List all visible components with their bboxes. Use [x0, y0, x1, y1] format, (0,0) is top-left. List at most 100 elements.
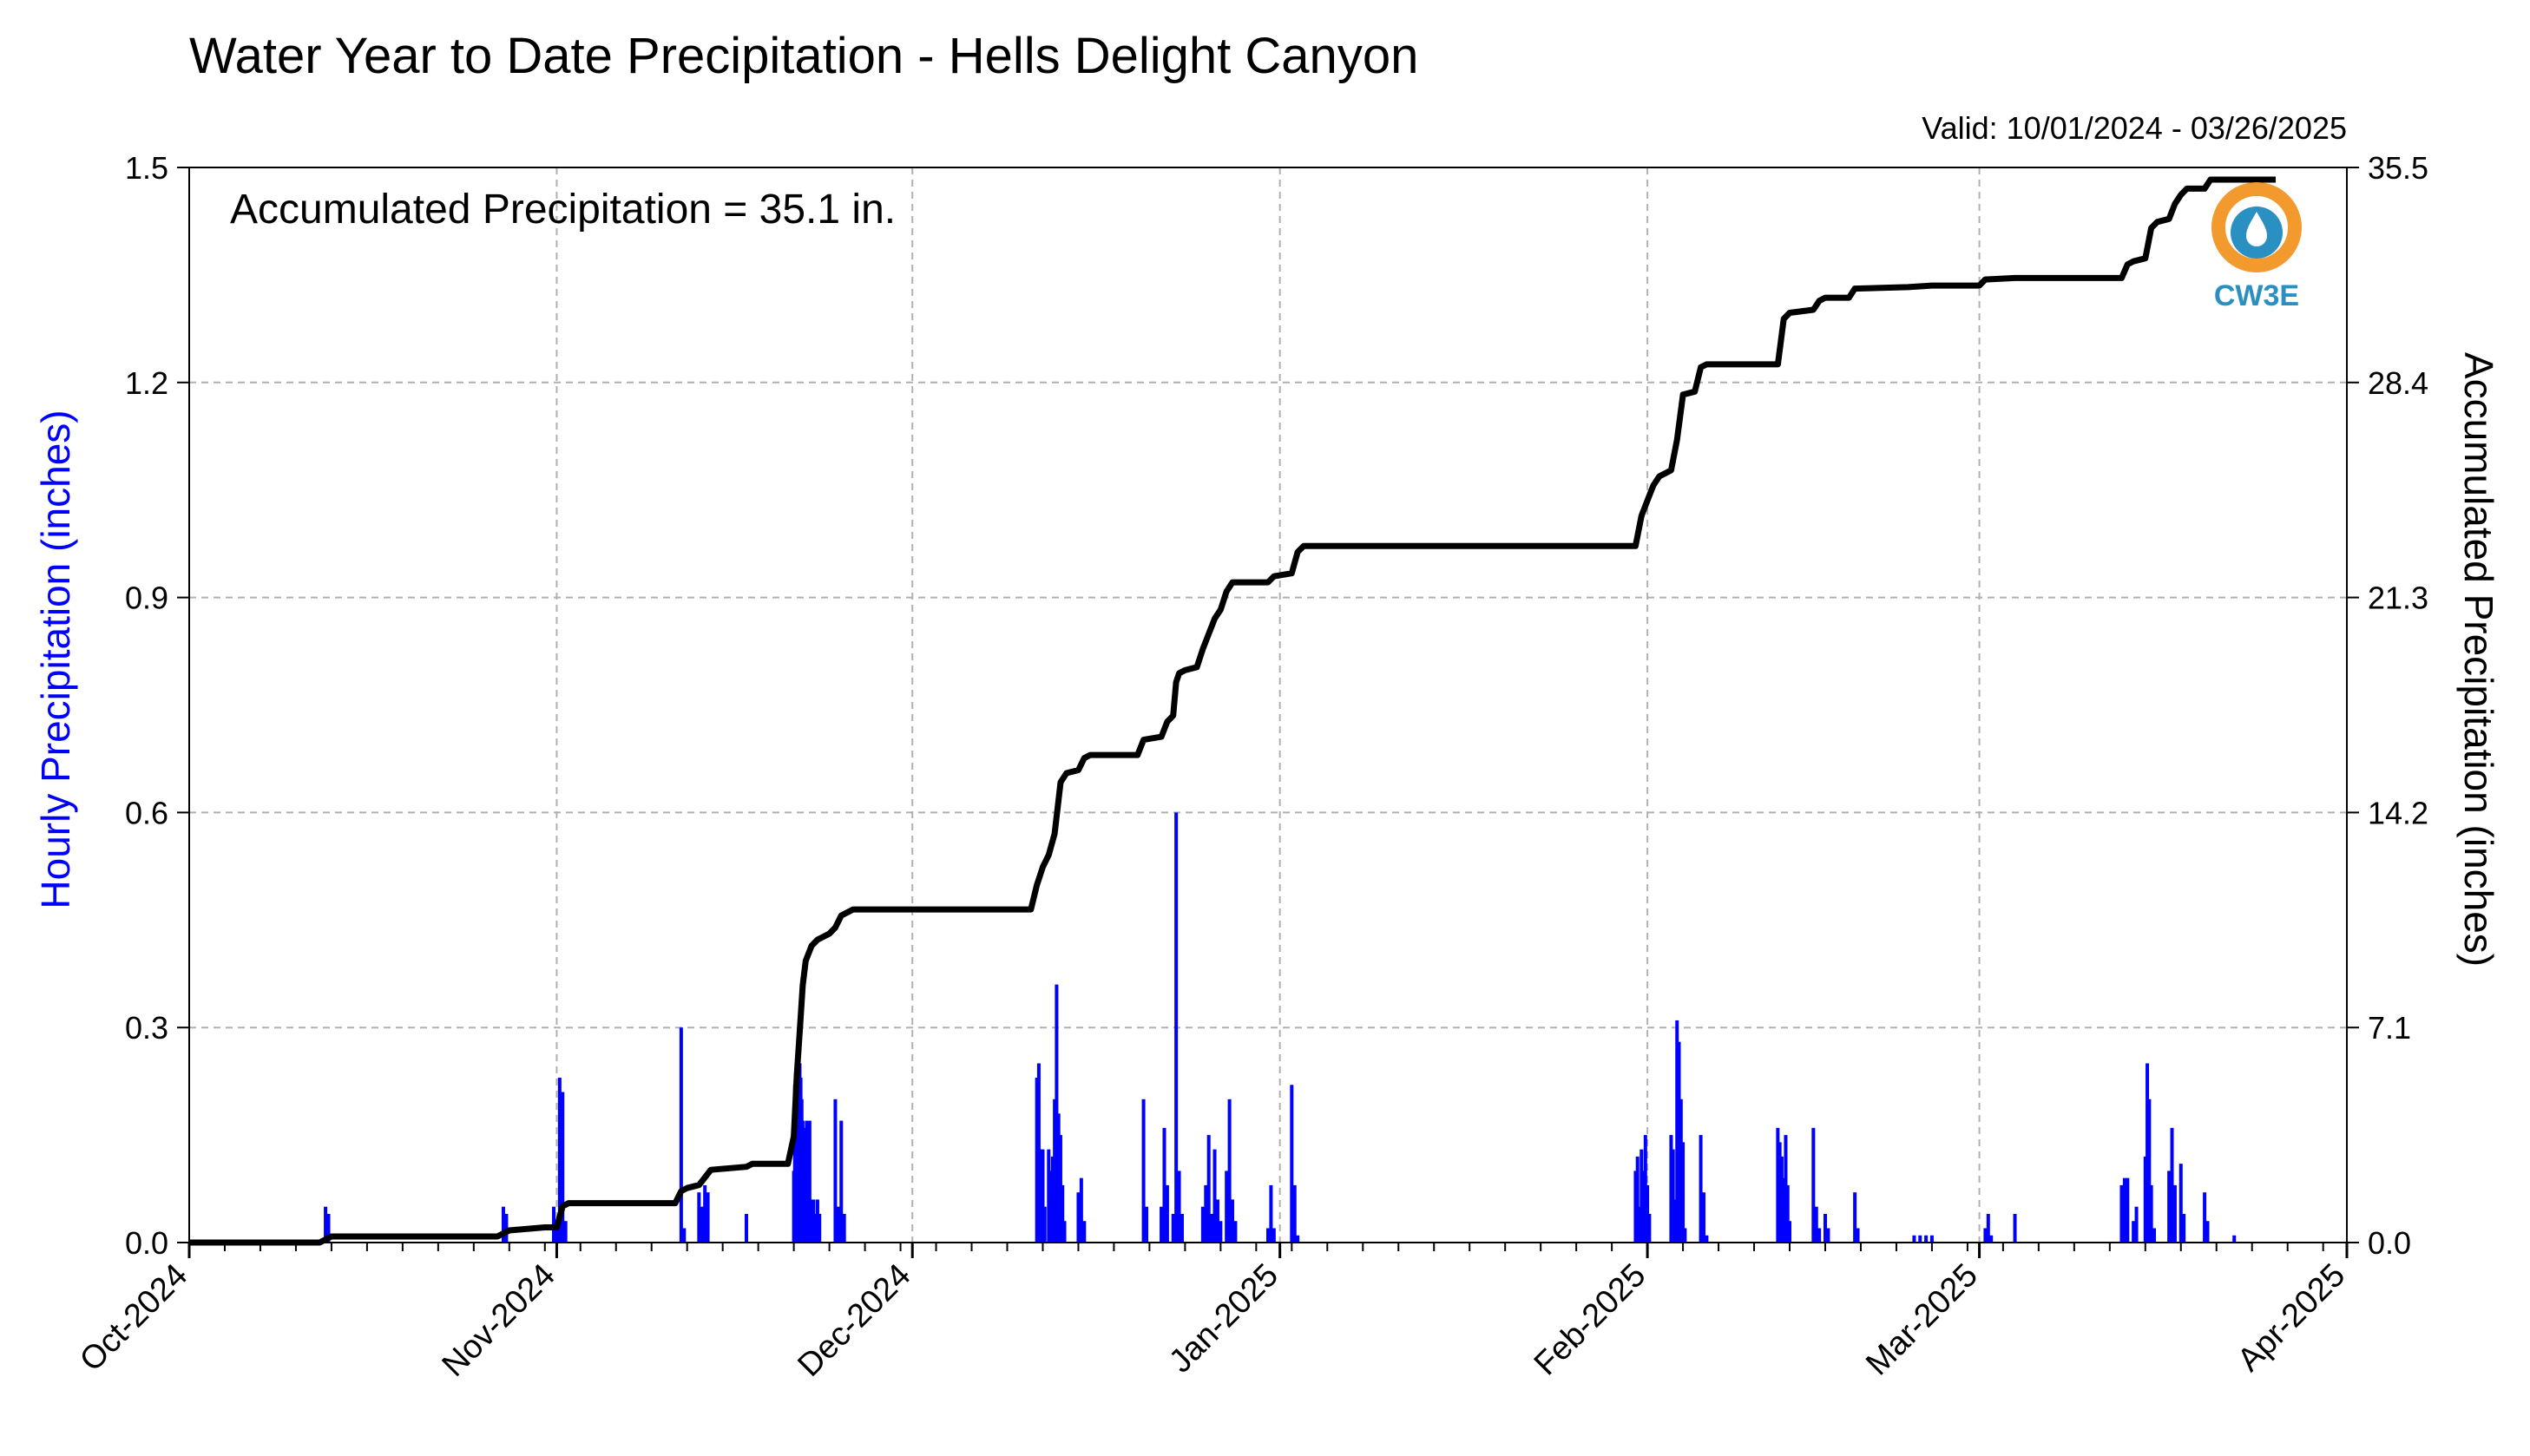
hourly-precip-bar — [813, 1213, 818, 1243]
hourly-precip-bar — [1162, 1127, 1166, 1243]
hourly-precip-bar — [679, 1027, 683, 1243]
hourly-precip-bar — [1784, 1135, 1788, 1243]
hourly-precip-bar — [1853, 1192, 1857, 1243]
hourly-precip-bar — [1811, 1127, 1816, 1243]
hourly-precip-bar — [1637, 1206, 1641, 1243]
chart-title: Water Year to Date Precipitation - Hells… — [189, 28, 1418, 84]
hourly-precip-bar — [1823, 1213, 1827, 1243]
hourly-precip-bar — [1180, 1213, 1184, 1243]
hourly-precipitation-bars — [324, 812, 2237, 1243]
x-tick-label: Jan-2025 — [1162, 1257, 1285, 1381]
hourly-precip-bar — [1036, 1063, 1041, 1243]
hourly-precip-bar — [1076, 1192, 1081, 1243]
x-tick-label: Mar-2025 — [1859, 1257, 1985, 1383]
hourly-precip-bar — [1269, 1184, 1273, 1243]
hourly-precip-bar — [1983, 1228, 1988, 1243]
hourly-precip-bar — [1056, 1113, 1061, 1243]
hourly-precip-bar — [1646, 1184, 1650, 1243]
hourly-precip-bar — [2013, 1213, 2017, 1243]
y-left-tick-label: 1.2 — [125, 365, 168, 401]
hourly-precip-bar — [326, 1213, 331, 1243]
hourly-precip-bar — [700, 1206, 704, 1243]
hourly-precip-bar — [1986, 1213, 1990, 1243]
hourly-precip-bar — [1679, 1099, 1683, 1243]
hourly-precip-bar — [706, 1192, 710, 1243]
hourly-precip-bar — [1785, 1184, 1790, 1243]
hourly-precip-bar — [703, 1184, 707, 1243]
hourly-precip-bar — [1635, 1156, 1640, 1243]
x-tick-label: Dec-2024 — [791, 1257, 917, 1384]
hourly-precip-bar — [1699, 1135, 1703, 1243]
hourly-precip-bar — [744, 1213, 748, 1243]
hourly-precip-bar — [1643, 1135, 1647, 1243]
hourly-precip-bar — [324, 1206, 328, 1243]
hourly-precip-bar — [1296, 1235, 1300, 1243]
hourly-precip-bar — [1782, 1177, 1786, 1243]
hourly-precip-bar — [1171, 1213, 1175, 1243]
hourly-precip-bar — [1929, 1235, 1934, 1243]
logo-ring-icon — [2211, 182, 2302, 272]
y-right-tick-label: 28.4 — [2368, 365, 2428, 401]
hourly-precip-bar — [1814, 1206, 1818, 1243]
hourly-precip-bar — [833, 1099, 838, 1243]
hourly-precip-bar — [1779, 1156, 1784, 1243]
hourly-precip-bar — [1671, 1149, 1675, 1243]
hourly-precip-bar — [1266, 1228, 1270, 1243]
hourly-precip-bar — [1290, 1085, 1294, 1243]
y-left-tick-label: 0.0 — [125, 1225, 168, 1261]
hourly-precip-bar — [1641, 1171, 1646, 1243]
accumulated-precipitation-line — [189, 176, 2276, 1246]
hourly-precip-bar — [1705, 1235, 1709, 1243]
axes: 0.0 0.0 0.3 7.1 0.6 14.2 0.9 21.3 1.2 28.4 1.5 35.5… — [73, 150, 2428, 1384]
hourly-precip-bar — [501, 1206, 505, 1243]
hourly-precip-bar — [563, 1221, 568, 1243]
hourly-precip-bar — [1633, 1171, 1638, 1243]
hourly-precip-bar — [818, 1213, 822, 1243]
x-tick-label: Nov-2024 — [436, 1257, 562, 1384]
y-axis-left-label: Hourly Precipitation (inches) — [33, 410, 78, 908]
hourly-precip-bar — [2203, 1192, 2207, 1243]
hourly-precip-bar — [1225, 1171, 1229, 1243]
hourly-precip-bar — [555, 1228, 559, 1243]
plot-area-frame — [188, 167, 2348, 1243]
x-tick-label: Apr-2025 — [2231, 1257, 2352, 1379]
hourly-precip-bar — [682, 1228, 687, 1243]
hourly-precip-bar — [1681, 1142, 1686, 1243]
y-left-tick-label: 0.6 — [125, 795, 168, 830]
hourly-precip-bar — [1778, 1142, 1782, 1243]
hourly-precip-bar — [2147, 1099, 2152, 1243]
hourly-precip-bar — [1647, 1213, 1652, 1243]
hourly-precip-bar — [1061, 1184, 1065, 1243]
logo-droplet-icon — [2246, 212, 2267, 246]
hourly-precip-bar — [1989, 1235, 1994, 1243]
hourly-precip-bar — [1272, 1228, 1276, 1243]
hourly-precip-bar — [2170, 1127, 2174, 1243]
hourly-precip-bar — [1050, 1156, 1055, 1243]
hourly-precip-bar — [1041, 1149, 1045, 1243]
hourly-precip-bar — [561, 1092, 565, 1243]
hourly-precip-bar — [1212, 1149, 1217, 1243]
hourly-precip-bar — [1079, 1177, 1083, 1243]
hourly-precip-bar — [1856, 1228, 1860, 1243]
hourly-precip-bar — [1918, 1235, 1922, 1243]
y-right-tick-label: 7.1 — [2368, 1010, 2411, 1046]
y-right-tick-label: 21.3 — [2368, 580, 2428, 616]
hourly-precip-bar — [1048, 1171, 1053, 1243]
hourly-precip-bar — [2172, 1184, 2177, 1243]
hourly-precip-bar — [2205, 1221, 2210, 1243]
hourly-precip-bar — [1924, 1235, 1929, 1243]
hourly-precip-bar — [1640, 1149, 1644, 1243]
hourly-precip-bar — [1206, 1135, 1211, 1243]
y-right-tick-label: 35.5 — [2368, 150, 2428, 186]
hourly-precip-bar — [2119, 1184, 2124, 1243]
hourly-precip-bar — [504, 1213, 509, 1243]
hourly-precip-bar — [1053, 1099, 1057, 1243]
hourly-precip-bar — [557, 1078, 562, 1243]
hourly-precip-bar — [1912, 1235, 1916, 1243]
hourly-precip-bar — [1039, 1149, 1043, 1243]
cw3e-logo: CW3E — [2211, 182, 2302, 312]
hourly-precip-bar — [839, 1120, 844, 1243]
hourly-precip-bar — [2167, 1171, 2172, 1243]
hourly-precip-bar — [1672, 1199, 1677, 1243]
